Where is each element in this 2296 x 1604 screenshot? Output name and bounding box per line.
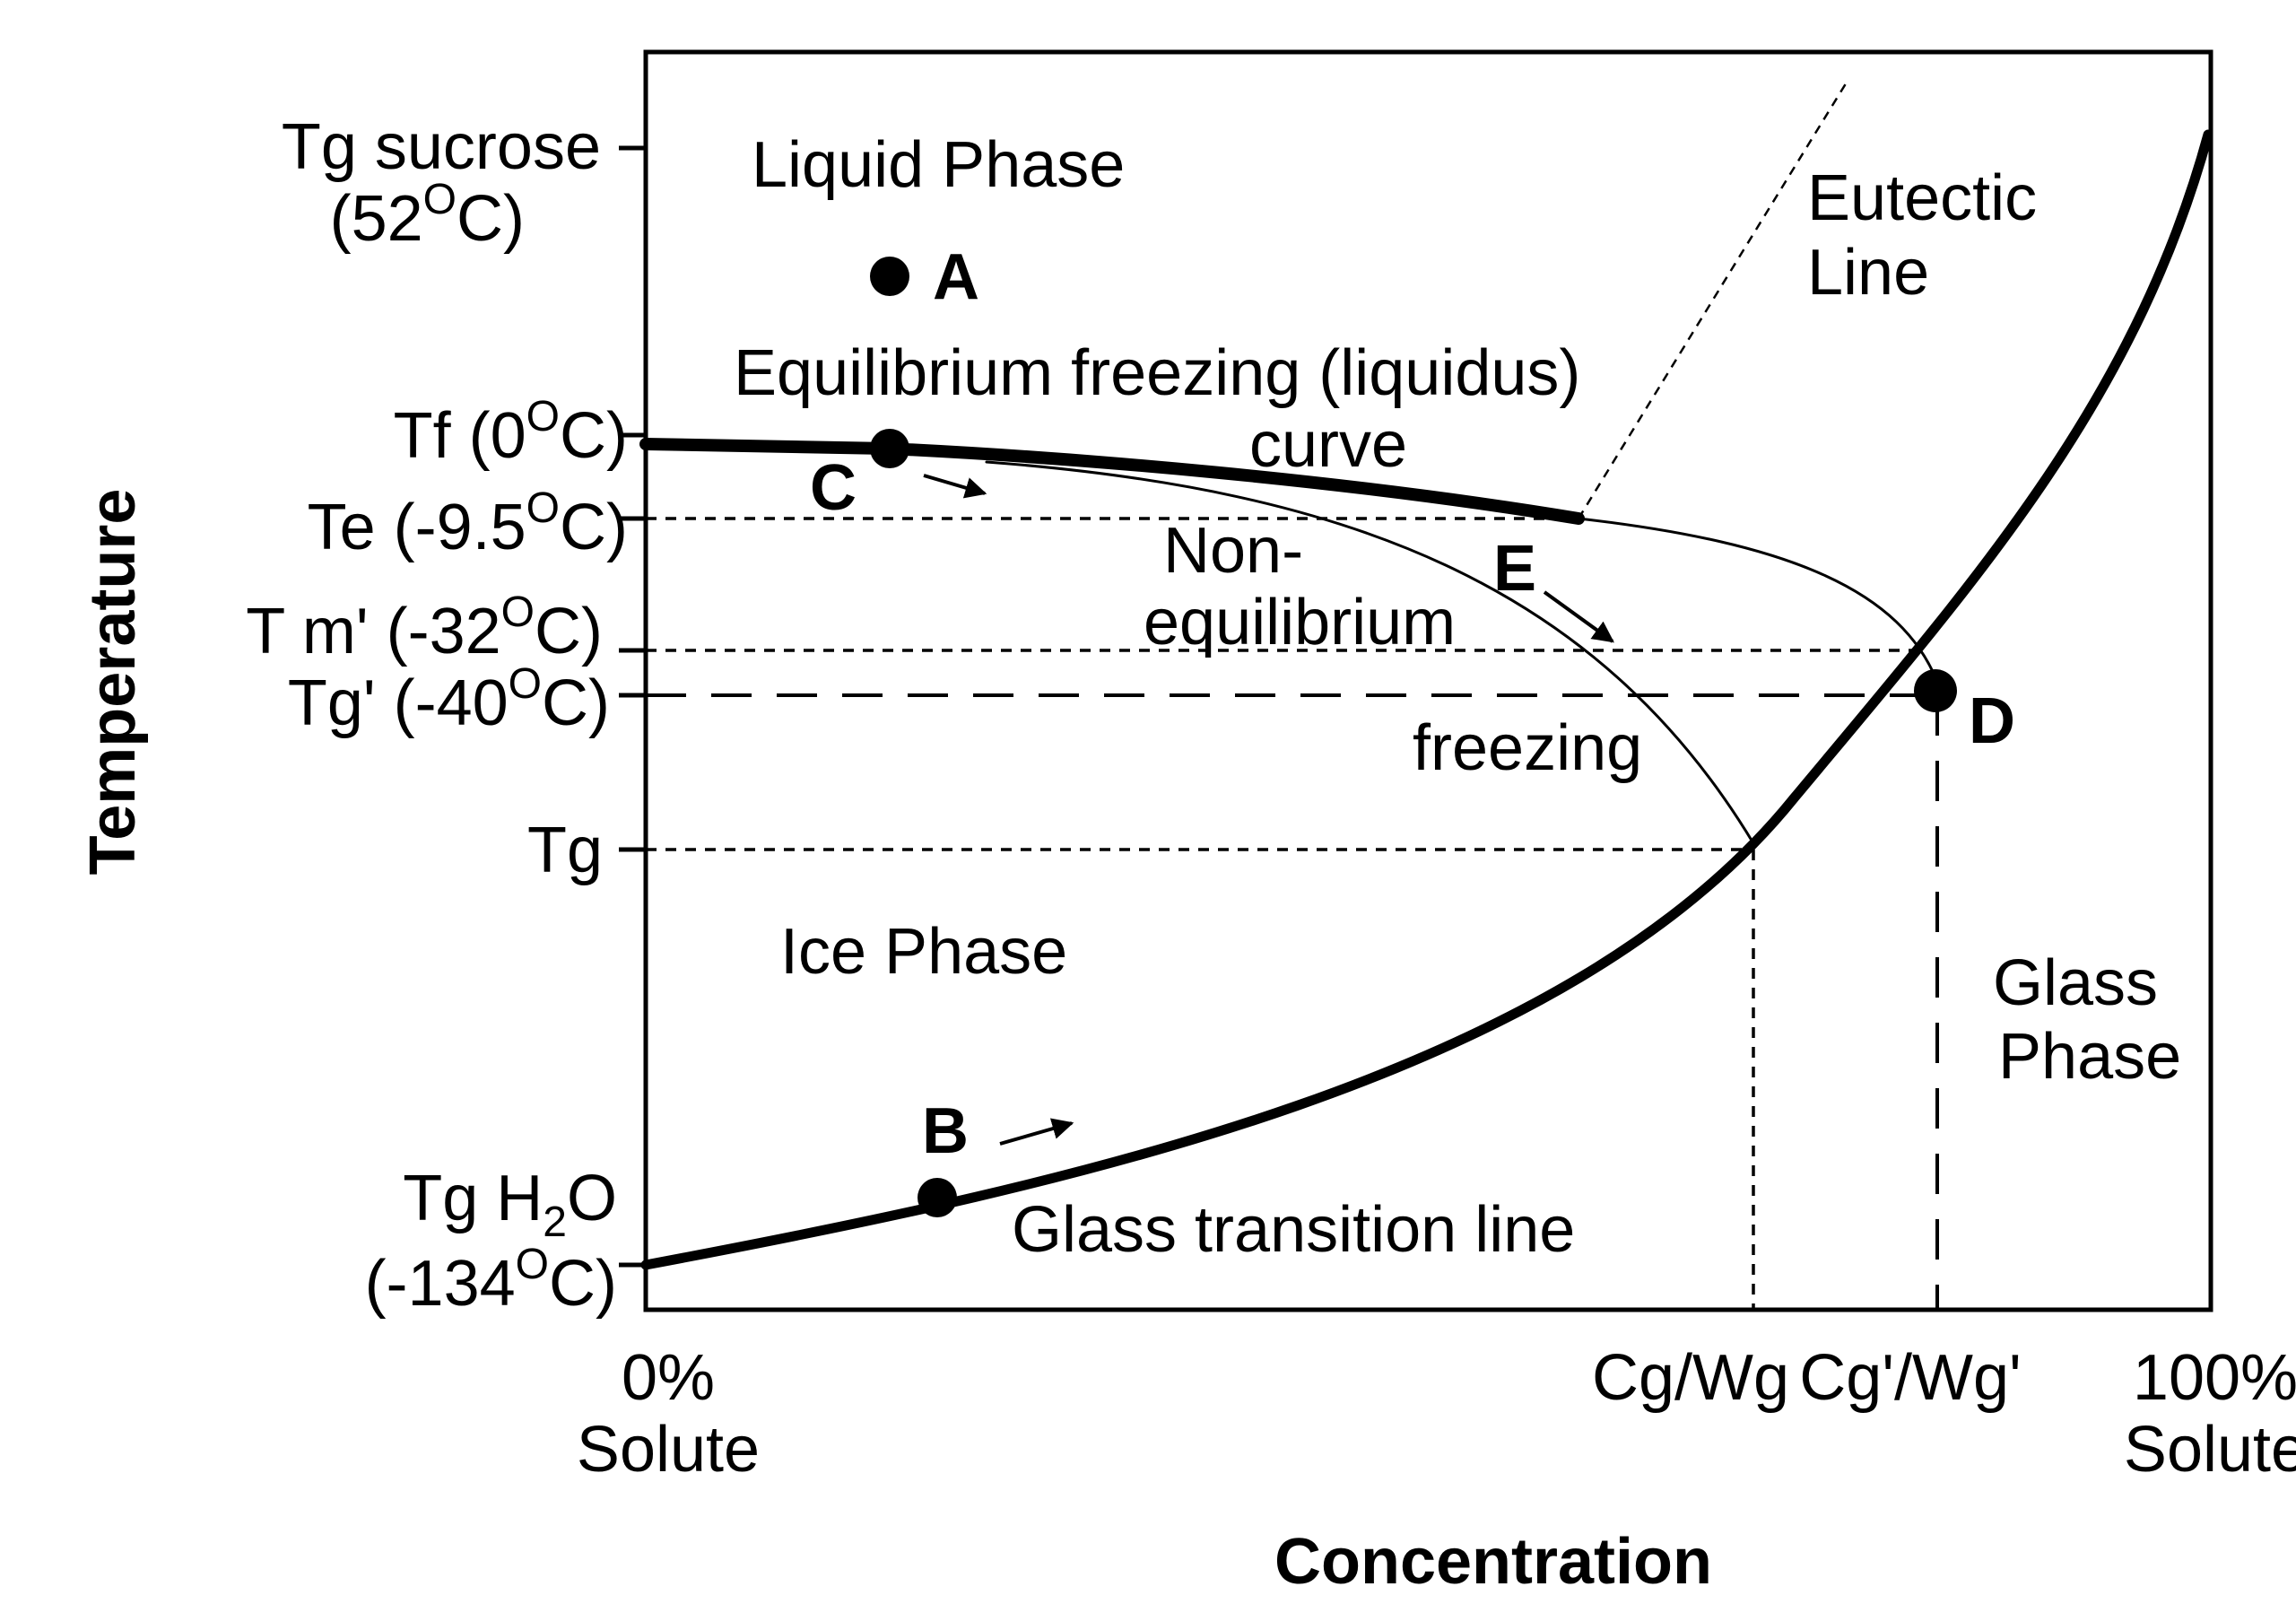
point-c-label: C — [810, 452, 857, 524]
arrow-e — [1543, 590, 1614, 643]
glass-transition-label: Glass transition line — [1012, 1194, 1575, 1266]
point-labels: A C E D B — [810, 241, 2015, 1167]
y-tick-tg-sucrose-temp: (52OC) — [330, 176, 525, 255]
point-markers — [870, 257, 1957, 1217]
point-a-marker — [870, 257, 909, 296]
arrow-b — [999, 1118, 1074, 1146]
point-e-label: E — [1493, 533, 1536, 605]
point-a-label: A — [933, 241, 979, 313]
reference-lines — [646, 80, 1939, 1310]
curves — [639, 129, 2213, 1270]
y-tick-marks — [619, 145, 646, 1268]
eutectic-line — [1577, 80, 1849, 519]
point-d-label: D — [1969, 685, 2015, 757]
liquid-phase-label: Liquid Phase — [752, 129, 1125, 201]
y-tick-tf: Tf (0OC) — [394, 393, 628, 472]
x-tick-start-line1: 0% — [622, 1342, 715, 1414]
liquidus-label-line1: Equilibrium freezing (liquidus) — [734, 337, 1580, 409]
y-tick-tg-sucrose: Tg sucrose — [282, 111, 601, 183]
arrow-c — [923, 474, 987, 499]
y-axis-title: Temperature — [77, 489, 149, 876]
y-tick-tg: Tg — [527, 815, 603, 886]
glass-phase-label-line2: Phase — [1998, 1021, 2181, 1093]
liquidus-curve — [639, 438, 1585, 525]
region-labels: Liquid Phase Ice Phase Glass Phase — [752, 129, 2181, 1093]
y-tick-labels: Tg sucrose (52OC) Tf (0OC) Te (-9.5OC) T… — [246, 111, 628, 1320]
x-tick-cg-wg: Cg/Wg — [1592, 1342, 1789, 1414]
y-tick-te: Te (-9.5OC) — [308, 484, 628, 563]
glass-phase-label-line1: Glass — [1993, 947, 2158, 1019]
point-d-marker — [1914, 669, 1957, 712]
y-tick-tm-prime: T m' (-32OC) — [246, 588, 603, 667]
non-equilibrium-label-line3: freezing — [1413, 712, 1642, 784]
plot-frame — [643, 49, 2213, 1312]
eutectic-label-line2: Line — [1807, 237, 1929, 309]
y-tick-tg-prime: Tg' (-40OC) — [288, 660, 610, 739]
point-c-marker — [870, 429, 909, 468]
x-tick-labels: 0% Solute Cg/Wg Cg'/Wg' 100% Solute — [577, 1342, 2296, 1486]
ice-phase-label: Ice Phase — [780, 916, 1067, 988]
point-b-label: B — [922, 1095, 969, 1167]
non-equilibrium-label-line2: equilibrium — [1144, 587, 1456, 658]
y-tick-tg-h2o: Tg H2O — [403, 1163, 617, 1246]
direction-arrows — [923, 474, 1614, 1146]
non-equilibrium-curve — [985, 460, 1755, 845]
eutectic-label-line1: Eutectic — [1807, 162, 2037, 234]
point-b-marker — [918, 1178, 957, 1217]
x-tick-end-line2: Solute — [2124, 1414, 2296, 1486]
glass-transition-curve — [640, 129, 2213, 1270]
y-tick-tg-h2o-temp: (-134OC) — [365, 1241, 617, 1320]
x-axis-title: Concentration — [1274, 1526, 1712, 1598]
x-tick-cg-prime-wg-prime: Cg'/Wg' — [1799, 1342, 2022, 1414]
x-tick-end-line1: 100% — [2133, 1342, 2296, 1414]
curve-labels: Equilibrium freezing (liquidus) curve Eu… — [734, 162, 2037, 1266]
x-tick-start-line2: Solute — [577, 1414, 760, 1486]
non-equilibrium-label-line1: Non- — [1163, 515, 1303, 587]
liquidus-label-line2: curve — [1249, 409, 1407, 481]
eutectic-extension-curve — [1577, 517, 1939, 684]
